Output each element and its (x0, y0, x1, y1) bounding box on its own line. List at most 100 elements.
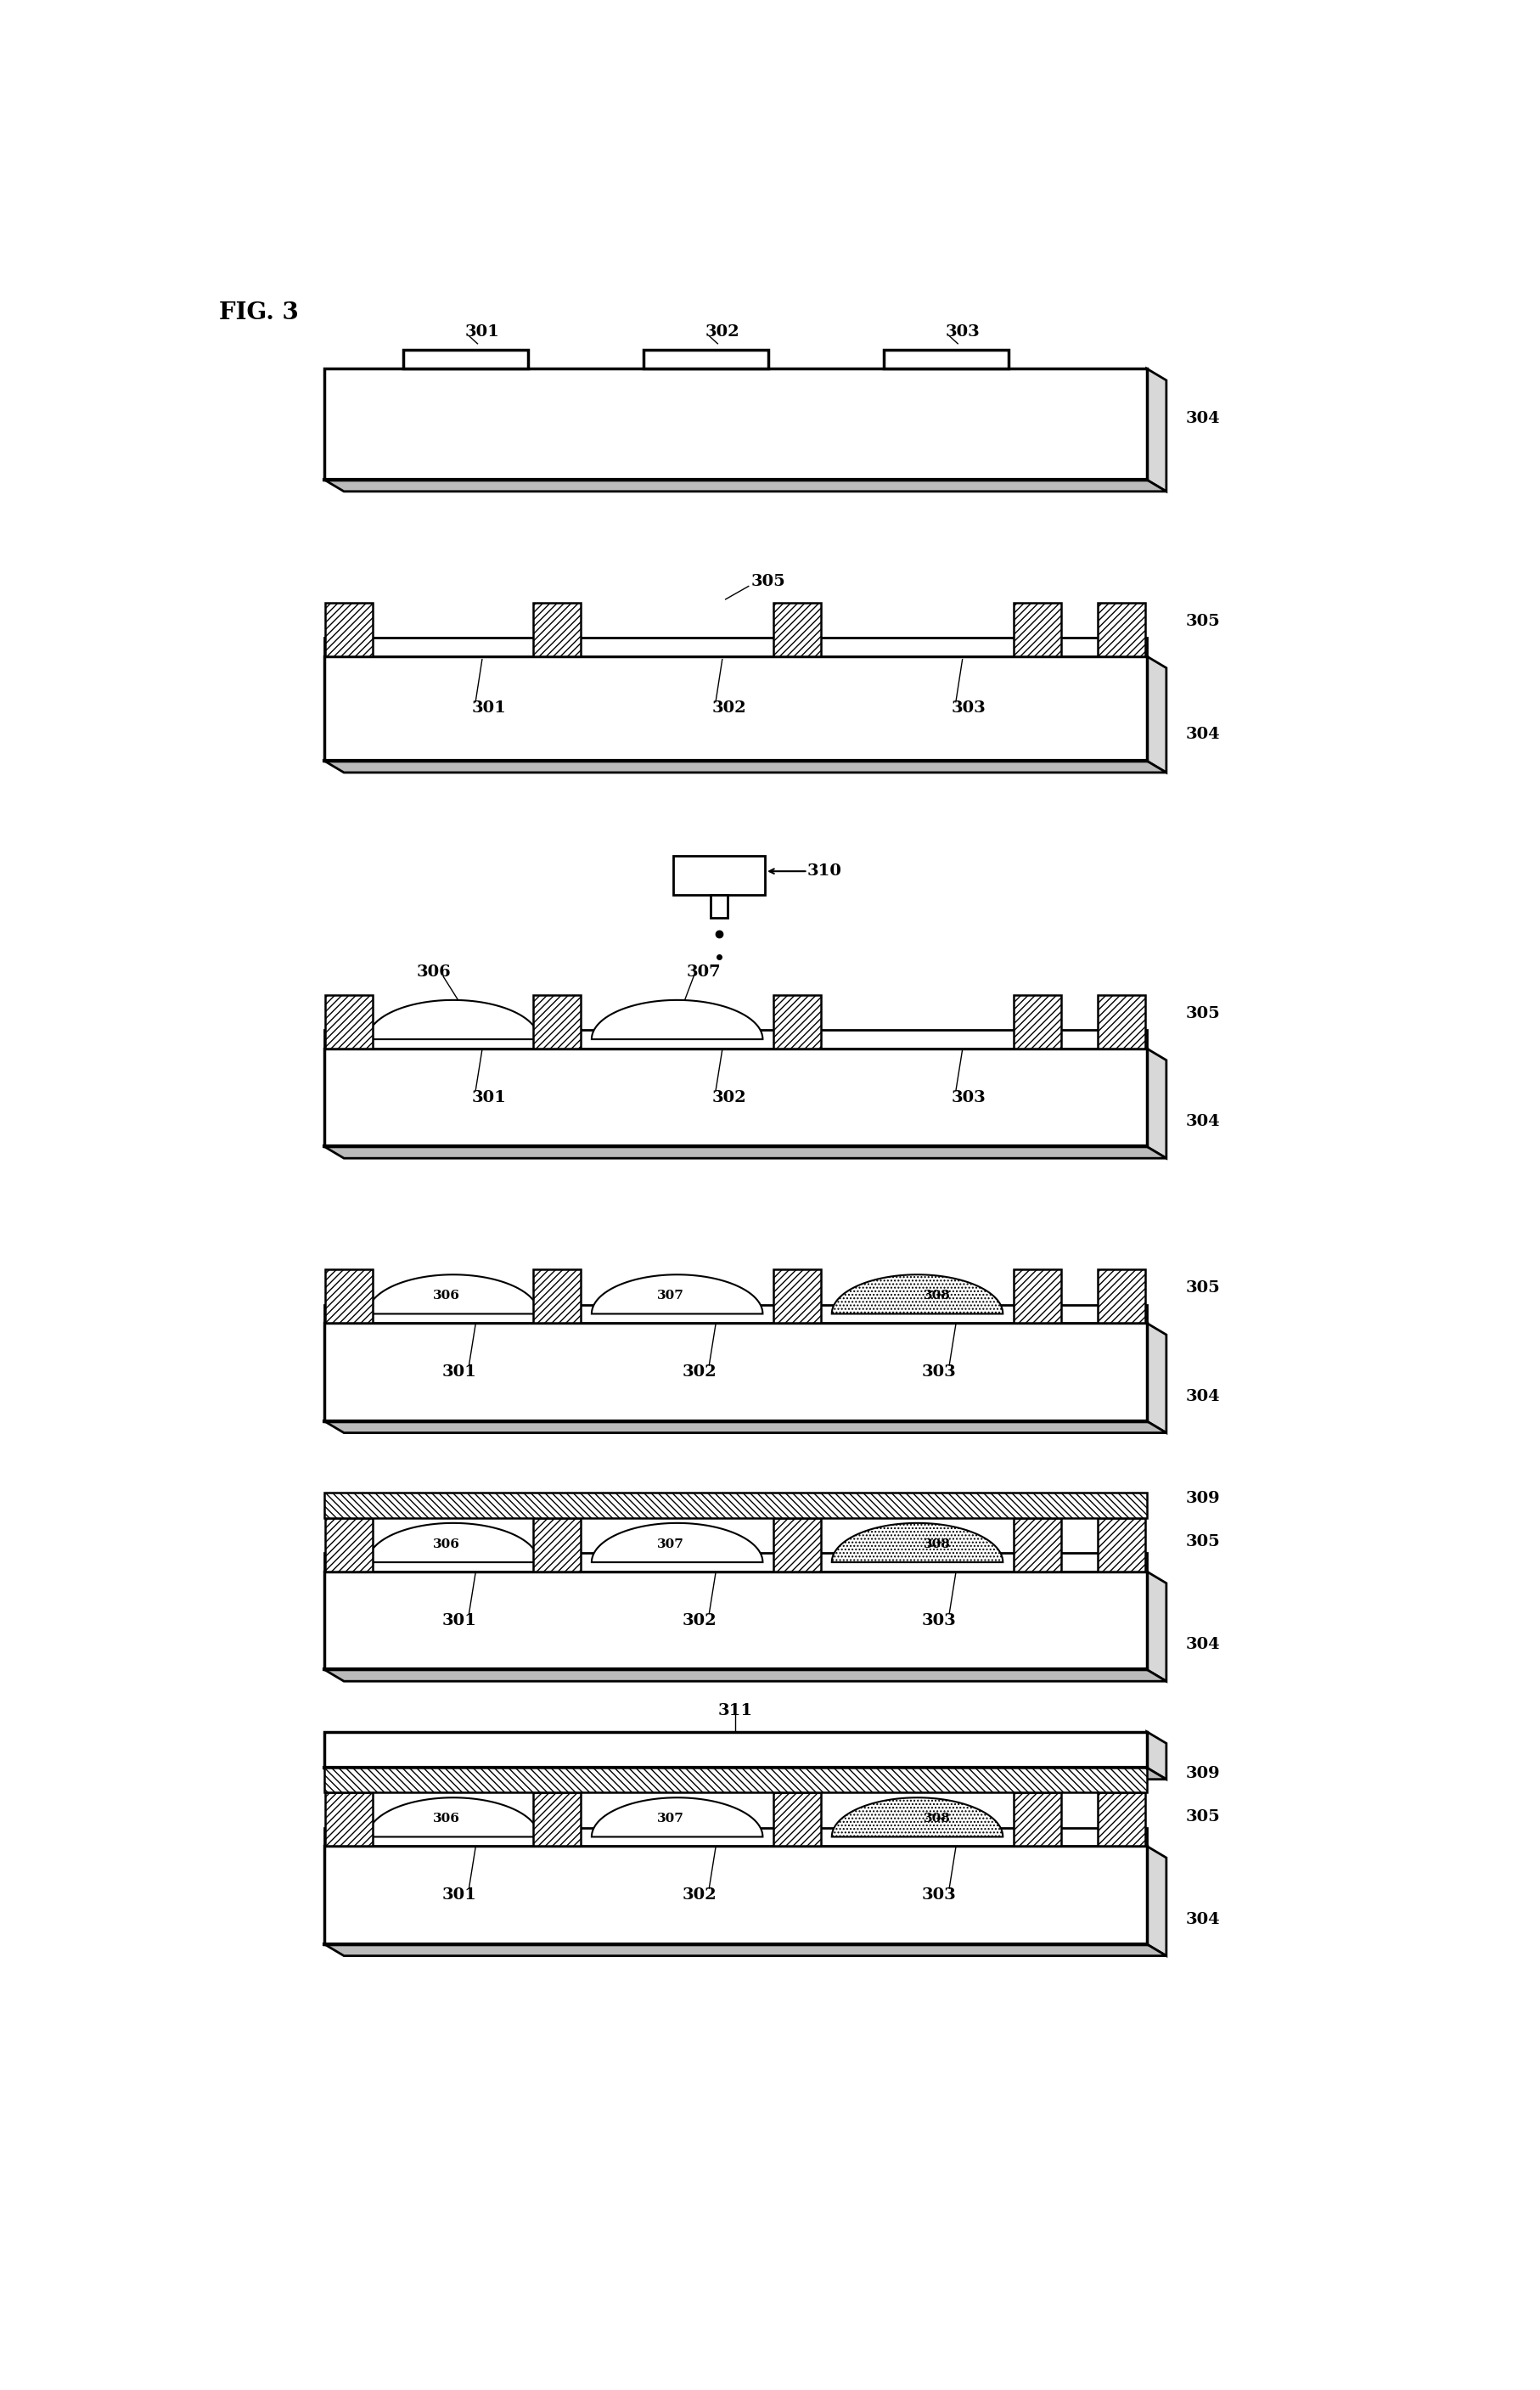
Bar (1013, 1269, 1061, 1324)
Polygon shape (1146, 1324, 1166, 1434)
Bar (323, 1554, 1146, 1570)
Bar (533, 1792, 581, 1845)
Polygon shape (1146, 657, 1166, 772)
Polygon shape (368, 1522, 539, 1563)
Bar (323, 1494, 1146, 1518)
Polygon shape (323, 480, 1166, 492)
Text: 310: 310 (807, 863, 841, 880)
Text: 306: 306 (433, 1812, 460, 1824)
Bar (533, 1269, 581, 1324)
Bar (773, 602, 821, 657)
Text: 306: 306 (433, 1539, 460, 1549)
Text: 303: 303 (952, 700, 986, 717)
Bar (323, 1845, 1146, 1943)
Text: 308: 308 (922, 1812, 950, 1824)
Text: 307: 307 (656, 1539, 684, 1549)
Bar (1098, 1269, 1144, 1324)
Polygon shape (832, 1522, 1003, 1563)
Polygon shape (591, 1274, 762, 1314)
Bar (533, 1518, 581, 1570)
Text: 307: 307 (656, 1291, 684, 1303)
Text: 301: 301 (471, 1090, 505, 1104)
Bar (773, 1518, 821, 1570)
Text: 306: 306 (433, 1291, 460, 1303)
Text: 305: 305 (1184, 614, 1220, 629)
Text: 304: 304 (1184, 727, 1220, 743)
Bar (1013, 1518, 1061, 1570)
Text: 305: 305 (1184, 1809, 1220, 1824)
Bar (323, 368, 1146, 480)
Polygon shape (591, 1797, 762, 1838)
Text: 303: 303 (921, 1888, 956, 1902)
Bar (1098, 1792, 1144, 1845)
Bar (1098, 602, 1144, 657)
Text: 302: 302 (682, 1888, 716, 1902)
Polygon shape (323, 1147, 1166, 1159)
Text: 307: 307 (685, 963, 721, 980)
Text: 302: 302 (682, 1365, 716, 1379)
Polygon shape (1146, 368, 1166, 492)
Bar (773, 1269, 821, 1324)
Text: 303: 303 (952, 1090, 986, 1104)
Text: 305: 305 (1184, 1006, 1220, 1021)
Bar (323, 1324, 1146, 1422)
Text: 304: 304 (1184, 1912, 1220, 1926)
Bar (323, 1049, 1146, 1147)
Bar (773, 1792, 821, 1845)
Text: 309: 309 (1184, 1766, 1220, 1781)
Polygon shape (832, 1797, 1003, 1838)
Text: 301: 301 (442, 1613, 476, 1628)
Text: 304: 304 (1184, 411, 1220, 425)
Bar (533, 602, 581, 657)
Text: 309: 309 (1184, 1491, 1220, 1506)
Bar (1013, 1792, 1061, 1845)
Text: FIG. 3: FIG. 3 (219, 301, 299, 325)
Bar (1013, 602, 1061, 657)
Bar (533, 994, 581, 1049)
Bar (323, 1828, 1146, 1845)
Polygon shape (1146, 1049, 1166, 1159)
Text: 305: 305 (750, 574, 785, 590)
Bar (325, 994, 373, 1049)
Text: 302: 302 (711, 700, 745, 717)
Polygon shape (323, 1671, 1166, 1680)
Bar (882, 351, 1007, 368)
Bar (1098, 1518, 1144, 1570)
Polygon shape (368, 999, 539, 1040)
Bar (323, 1733, 1146, 1769)
Text: 311: 311 (718, 1704, 753, 1718)
Bar (323, 1305, 1146, 1324)
Text: 308: 308 (922, 1291, 950, 1303)
Polygon shape (832, 1274, 1003, 1314)
Polygon shape (368, 1274, 539, 1314)
Polygon shape (591, 999, 762, 1040)
Bar (323, 1570, 1146, 1671)
Polygon shape (1146, 1733, 1166, 1778)
Text: 302: 302 (682, 1613, 716, 1628)
Bar (1013, 994, 1061, 1049)
Bar (673, 856, 764, 894)
Text: 305: 305 (1184, 1534, 1220, 1549)
Polygon shape (323, 1943, 1166, 1955)
Bar (325, 602, 373, 657)
Bar (323, 638, 1146, 657)
Bar (325, 1269, 373, 1324)
Text: 301: 301 (442, 1365, 476, 1379)
Text: 305: 305 (1184, 1281, 1220, 1295)
Polygon shape (591, 1522, 762, 1563)
Bar (325, 1792, 373, 1845)
Bar (403, 351, 528, 368)
Bar (642, 351, 768, 368)
Text: 308: 308 (922, 1539, 950, 1549)
Text: 301: 301 (442, 1888, 476, 1902)
Text: 301: 301 (471, 700, 505, 717)
Text: 301: 301 (465, 325, 499, 339)
Text: 302: 302 (705, 325, 739, 339)
Polygon shape (1146, 1845, 1166, 1955)
Text: 304: 304 (1184, 1114, 1220, 1130)
Polygon shape (323, 760, 1166, 772)
Polygon shape (1146, 1570, 1166, 1680)
Bar (323, 1030, 1146, 1049)
Text: 307: 307 (656, 1812, 684, 1824)
Text: 303: 303 (944, 325, 979, 339)
